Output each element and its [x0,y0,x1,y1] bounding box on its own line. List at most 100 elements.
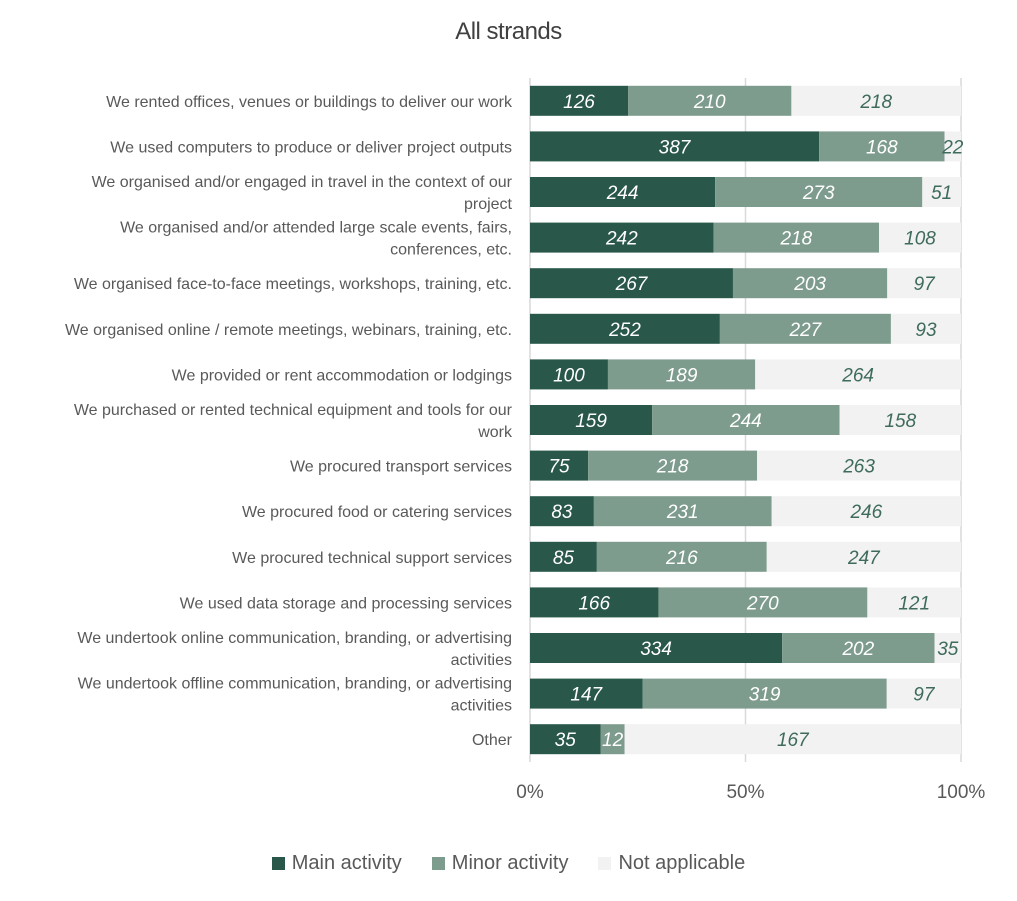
category-label: project [464,196,513,213]
bar-segment-not-applicable [879,222,961,253]
data-label: 252 [608,320,641,341]
data-label: 126 [563,92,595,113]
category-label: We organised online / remote meetings, w… [65,322,512,339]
data-label: 100 [553,365,585,386]
bar-segment-main-activity [530,131,820,162]
data-label: 203 [793,274,826,295]
legend-label: Not applicable [618,852,746,874]
data-label: 168 [866,137,898,158]
x-axis-ticks: 0% 50% 100% [516,782,985,803]
bar-segment-not-applicable [791,85,961,116]
bar-segment-minor-activity [600,724,625,755]
category-label: We purchased or rented technical equipme… [74,402,513,419]
data-label: 231 [666,502,699,523]
data-label: 121 [898,593,930,614]
data-label: 270 [746,593,779,614]
chart-title: All strands [455,18,562,45]
bar-segment-minor-activity [642,678,887,709]
data-label: 244 [606,183,639,204]
data-label: 273 [802,183,835,204]
bar-segment-not-applicable [934,633,961,663]
data-label: 334 [640,639,672,660]
data-label: 244 [729,411,762,432]
legend-label: Minor activity [451,852,569,874]
data-label: 97 [913,685,936,706]
data-label: 387 [659,137,692,158]
category-label: We organised and/or engaged in travel in… [92,174,513,191]
legend-item-not-applicable: Not applicable [598,852,745,875]
category-label: conferences, etc. [390,242,512,259]
x-tick-label: 50% [726,782,764,803]
data-label: 51 [931,183,952,204]
bar-segment-minor-activity [782,633,935,663]
legend-item-minor-activity: Minor activity [431,852,569,875]
data-label: 189 [666,365,698,386]
bar-segment-minor-activity [596,541,767,572]
data-label: 35 [937,639,959,660]
data-label: 202 [841,639,874,660]
bar-segment-main-activity [530,633,783,663]
data-label: 242 [605,229,638,250]
bar-segment-main-activity [530,313,720,344]
bar-segment-minor-activity [593,496,772,527]
data-label: 218 [779,229,812,250]
bar-segment-main-activity [530,724,601,755]
legend: Main activity Minor activity Not applicabl… [0,852,1017,875]
legend-label: Main activity [291,852,402,874]
data-label: 267 [615,274,649,295]
data-label: 263 [842,457,875,478]
data-label: 147 [570,685,603,706]
bar-segment-minor-activity [719,313,891,344]
bar-segment-main-activity [530,678,643,709]
category-label: We organised face-to-face meetings, work… [74,276,512,293]
category-label: activities [451,652,512,669]
category-label: We undertook offline communication, bran… [78,676,512,693]
bar-segment-minor-activity [652,405,840,435]
bar-segment-not-applicable [867,587,961,618]
data-label: 159 [575,411,607,432]
bar-segment-minor-activity [819,131,945,162]
bar-segment-not-applicable [755,359,961,390]
bar-segment-not-applicable [771,496,961,527]
bar-segment-main-activity [530,222,714,253]
category-label: activities [451,698,512,715]
category-label: We undertook online communication, brand… [77,630,512,647]
data-label: 166 [578,593,610,614]
bar-segment-main-activity [530,177,716,207]
bar-segment-not-applicable [944,131,961,162]
bar-segment-not-applicable [886,678,961,709]
data-label: 93 [915,320,937,341]
data-label: 167 [777,730,810,751]
category-label: We provided or rent accommodation or lod… [172,367,512,384]
bar-segment-not-applicable [890,313,961,344]
data-label: 12 [602,730,624,751]
data-label: 218 [656,457,689,478]
data-label: 319 [749,685,781,706]
bar-segment-main-activity [530,496,594,527]
x-tick-label: 0% [516,782,544,803]
bar-segment-minor-activity [658,587,868,618]
x-tick-label: 100% [937,782,986,803]
category-label: work [477,424,513,441]
legend-item-main-activity: Main activity [271,852,402,875]
category-labels: We rented offices, venues or buildings t… [65,94,513,749]
bars: 126 210 218 387 168 22 244 273 51 242 218 108 267 203… [530,85,964,755]
data-label: 85 [553,548,575,569]
bar-segment-main-activity [530,268,733,299]
bar-segment-main-activity [530,450,589,481]
category-label: We used data storage and processing serv… [180,595,512,612]
bar-segment-minor-activity [732,268,888,299]
data-label: 35 [555,730,577,751]
data-label: 158 [884,411,916,432]
legend-swatch [598,857,612,870]
legend-swatch [271,857,285,870]
bar-segment-main-activity [530,405,653,435]
data-label: 97 [914,274,937,295]
category-label: We procured food or catering services [242,504,512,521]
bar-segment-not-applicable [887,268,961,299]
data-label: 246 [849,502,882,523]
bar-segment-main-activity [530,359,608,390]
bar-segment-minor-activity [713,222,880,253]
bar-segment-minor-activity [715,177,923,207]
